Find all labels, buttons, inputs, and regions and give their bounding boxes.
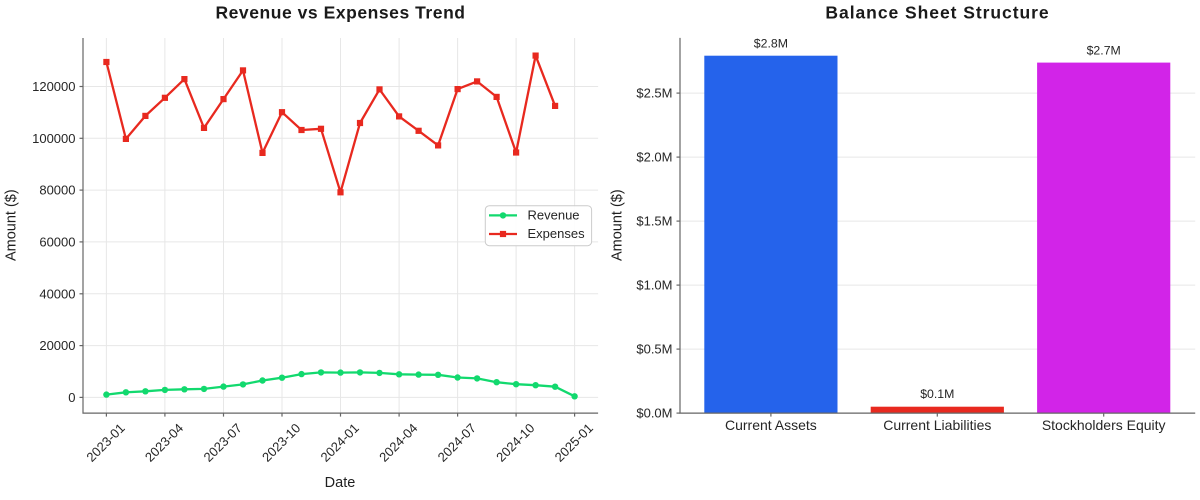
svg-text:Expenses: Expenses <box>528 226 586 241</box>
svg-text:120000: 120000 <box>32 79 75 94</box>
svg-text:80000: 80000 <box>39 183 75 198</box>
svg-text:Current Assets: Current Assets <box>725 417 817 433</box>
svg-text:Balance Sheet Structure: Balance Sheet Structure <box>825 3 1049 23</box>
svg-text:$2.8M: $2.8M <box>754 37 788 51</box>
svg-text:Date: Date <box>325 475 356 491</box>
svg-text:Stockholders Equity: Stockholders Equity <box>1042 417 1166 433</box>
svg-text:$0.1M: $0.1M <box>920 387 954 401</box>
svg-text:40000: 40000 <box>39 286 75 301</box>
svg-text:Current Liabilities: Current Liabilities <box>883 417 991 433</box>
svg-text:$2.7M: $2.7M <box>1087 44 1121 58</box>
svg-text:$2.5M: $2.5M <box>636 86 672 101</box>
svg-text:20000: 20000 <box>39 338 75 353</box>
svg-text:$1.0M: $1.0M <box>636 278 672 293</box>
svg-text:$1.5M: $1.5M <box>636 214 672 229</box>
svg-text:60000: 60000 <box>39 235 75 250</box>
svg-text:Revenue vs Expenses Trend: Revenue vs Expenses Trend <box>215 3 465 23</box>
svg-text:Amount ($): Amount ($) <box>610 189 626 261</box>
svg-text:100000: 100000 <box>32 131 75 146</box>
svg-text:Revenue: Revenue <box>528 208 580 223</box>
svg-text:$0.0M: $0.0M <box>636 406 672 421</box>
svg-text:Amount ($): Amount ($) <box>4 189 20 261</box>
svg-text:$2.0M: $2.0M <box>636 150 672 165</box>
svg-text:0: 0 <box>68 390 75 405</box>
svg-text:$0.5M: $0.5M <box>636 342 672 357</box>
